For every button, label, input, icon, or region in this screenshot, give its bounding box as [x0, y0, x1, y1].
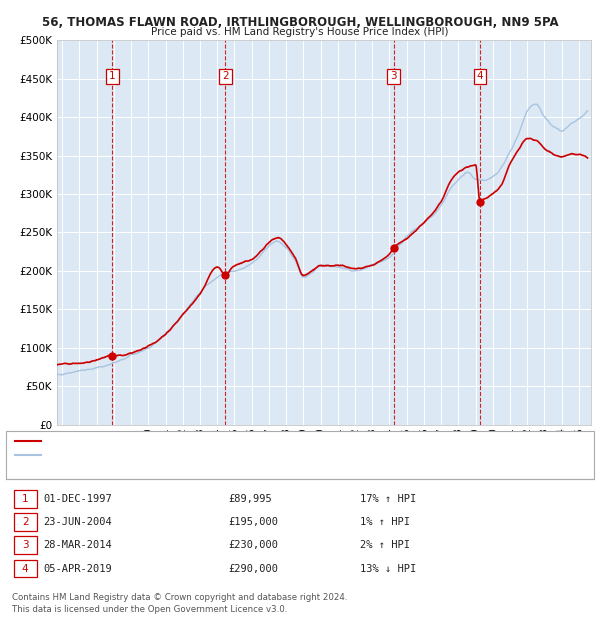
- Text: 1: 1: [22, 494, 29, 504]
- Text: 56, THOMAS FLAWN ROAD, IRTHLINGBOROUGH, WELLINGBOROUGH, NN9 5PA: 56, THOMAS FLAWN ROAD, IRTHLINGBOROUGH, …: [41, 16, 559, 29]
- Text: HPI: Average price, detached house, North Northamptonshire: HPI: Average price, detached house, Nort…: [47, 450, 338, 459]
- Text: 2: 2: [22, 517, 29, 527]
- Text: 28-MAR-2014: 28-MAR-2014: [43, 540, 112, 550]
- Text: 3: 3: [391, 71, 397, 81]
- Text: £195,000: £195,000: [228, 517, 278, 527]
- Text: 2% ↑ HPI: 2% ↑ HPI: [360, 540, 410, 550]
- Text: 3: 3: [22, 540, 29, 550]
- Text: £290,000: £290,000: [228, 564, 278, 574]
- Text: 2: 2: [222, 71, 229, 81]
- Text: 05-APR-2019: 05-APR-2019: [43, 564, 112, 574]
- Text: £89,995: £89,995: [228, 494, 272, 504]
- Text: Contains HM Land Registry data © Crown copyright and database right 2024.: Contains HM Land Registry data © Crown c…: [12, 593, 347, 603]
- Text: £230,000: £230,000: [228, 540, 278, 550]
- Text: 23-JUN-2004: 23-JUN-2004: [43, 517, 112, 527]
- Text: 4: 4: [477, 71, 484, 81]
- Text: 1: 1: [109, 71, 116, 81]
- Text: 17% ↑ HPI: 17% ↑ HPI: [360, 494, 416, 504]
- Text: 1% ↑ HPI: 1% ↑ HPI: [360, 517, 410, 527]
- Text: 56, THOMAS FLAWN ROAD, IRTHLINGBOROUGH, WELLINGBOROUGH, NN9 5PA (detached): 56, THOMAS FLAWN ROAD, IRTHLINGBOROUGH, …: [47, 436, 470, 446]
- Text: 01-DEC-1997: 01-DEC-1997: [43, 494, 112, 504]
- Text: This data is licensed under the Open Government Licence v3.0.: This data is licensed under the Open Gov…: [12, 604, 287, 614]
- Text: Price paid vs. HM Land Registry's House Price Index (HPI): Price paid vs. HM Land Registry's House …: [151, 27, 449, 37]
- Text: 4: 4: [22, 564, 29, 574]
- Text: 13% ↓ HPI: 13% ↓ HPI: [360, 564, 416, 574]
